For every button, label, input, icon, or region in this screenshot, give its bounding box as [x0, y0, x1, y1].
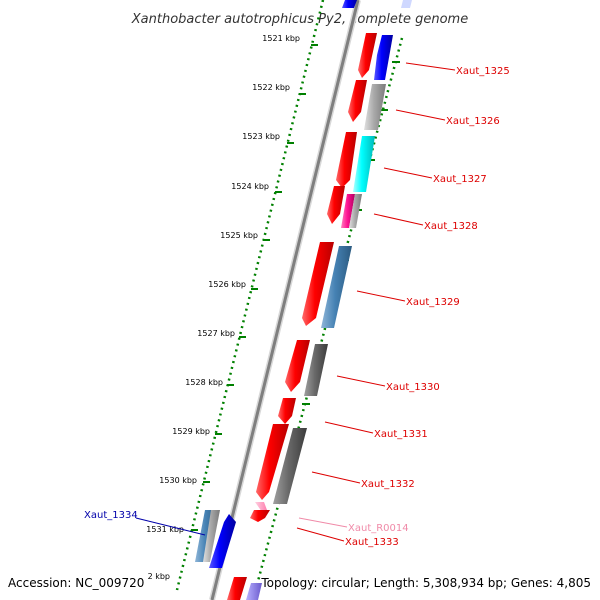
gene-feature-xaut-1330[interactable]	[285, 340, 310, 392]
leader-line	[383, 167, 433, 179]
map-title: Xanthobacter autotrophicus Py2, complete…	[131, 12, 468, 27]
gene-feature[interactable]	[341, 194, 355, 228]
gene-feature-xaut-1332[interactable]	[256, 424, 289, 500]
tick-label: 1523 kbp	[242, 132, 280, 141]
leader-line	[296, 527, 345, 542]
tick-labels: 1521 kbp 1522 kbp 1523 kbp 1524 kbp 1525…	[146, 34, 300, 534]
gene-label-xaut-1327[interactable]: Xaut_1327	[433, 174, 487, 185]
genome-info-text: Topology: circular; Length: 5,308,934 bp…	[260, 576, 591, 590]
gene-feature[interactable]	[374, 35, 393, 80]
leader-lines	[135, 62, 456, 542]
gene-feature[interactable]	[273, 428, 307, 504]
leader-line	[356, 290, 406, 302]
gene-feature-xaut-1331[interactable]	[278, 398, 296, 424]
gene-labels: Xaut_1325 Xaut_1326 Xaut_1327 Xaut_1328 …	[84, 66, 510, 548]
gene-feature-xaut-1333[interactable]	[250, 510, 270, 522]
gene-feature[interactable]	[353, 136, 375, 192]
leader-line	[324, 421, 374, 434]
genome-backbone-core	[210, 0, 360, 600]
tick-label-fragment: 2 kbp	[148, 572, 170, 581]
gene-label-xaut-1332[interactable]: Xaut_1332	[361, 479, 415, 490]
gene-feature-xaut-1327[interactable]	[336, 132, 357, 188]
tick-label: 1525 kbp	[220, 231, 258, 240]
tick-label: 1528 kbp	[185, 378, 223, 387]
gene-feature-xaut-1325[interactable]	[358, 33, 377, 78]
tick-label: 1522 kbp	[252, 83, 290, 92]
leader-line	[298, 517, 348, 528]
gene-feature-xaut-1328[interactable]	[327, 186, 345, 224]
gene-label-xaut-r0014[interactable]: Xaut_R0014	[348, 523, 409, 534]
gene-feature-xaut-1334[interactable]	[209, 514, 236, 568]
gene-label-xaut-1328[interactable]: Xaut_1328	[424, 221, 478, 232]
leader-line	[405, 62, 456, 71]
tick-label: 1531 kbp	[146, 525, 184, 534]
gene-label-xaut-1334[interactable]: Xaut_1334	[84, 510, 138, 521]
accession-text: Accession: NC_009720	[8, 576, 144, 590]
gene-feature-xaut-1329[interactable]	[302, 242, 334, 326]
gene-label-xaut-1329[interactable]: Xaut_1329	[406, 297, 460, 308]
gene-feature[interactable]	[401, 0, 412, 8]
leader-line	[135, 517, 206, 536]
tick-track-right	[251, 37, 404, 600]
tick-label: 1521 kbp	[262, 34, 300, 43]
gene-label-xaut-1326[interactable]: Xaut_1326	[446, 116, 500, 127]
leader-line	[395, 109, 446, 121]
gene-feature[interactable]	[304, 344, 328, 396]
tick-label: 1530 kbp	[159, 476, 197, 485]
gene-label-xaut-1331[interactable]: Xaut_1331	[374, 429, 428, 440]
gene-feature[interactable]	[321, 246, 352, 328]
tick-label: 1524 kbp	[231, 182, 269, 191]
gene-feature-xaut-r0014[interactable]	[255, 502, 267, 512]
leader-line	[311, 471, 361, 484]
gene-features	[195, 0, 412, 600]
gene-feature[interactable]	[364, 84, 386, 130]
leader-line	[336, 375, 386, 387]
tick-label: 1526 kbp	[208, 280, 246, 289]
gene-feature[interactable]	[342, 0, 357, 8]
gene-feature[interactable]	[227, 577, 247, 600]
gene-feature[interactable]	[246, 583, 262, 600]
gene-label-xaut-1330[interactable]: Xaut_1330	[386, 382, 440, 393]
leader-line	[373, 213, 424, 226]
gene-label-xaut-1333[interactable]: Xaut_1333	[345, 537, 399, 548]
gene-label-xaut-1325[interactable]: Xaut_1325	[456, 66, 510, 77]
gene-feature[interactable]	[349, 194, 362, 228]
tick-label: 1527 kbp	[197, 329, 235, 338]
gene-feature[interactable]	[203, 510, 220, 562]
gene-feature-xaut-1326[interactable]	[348, 80, 367, 122]
tick-label: 1529 kbp	[172, 427, 210, 436]
tick-track-left	[175, 0, 325, 591]
